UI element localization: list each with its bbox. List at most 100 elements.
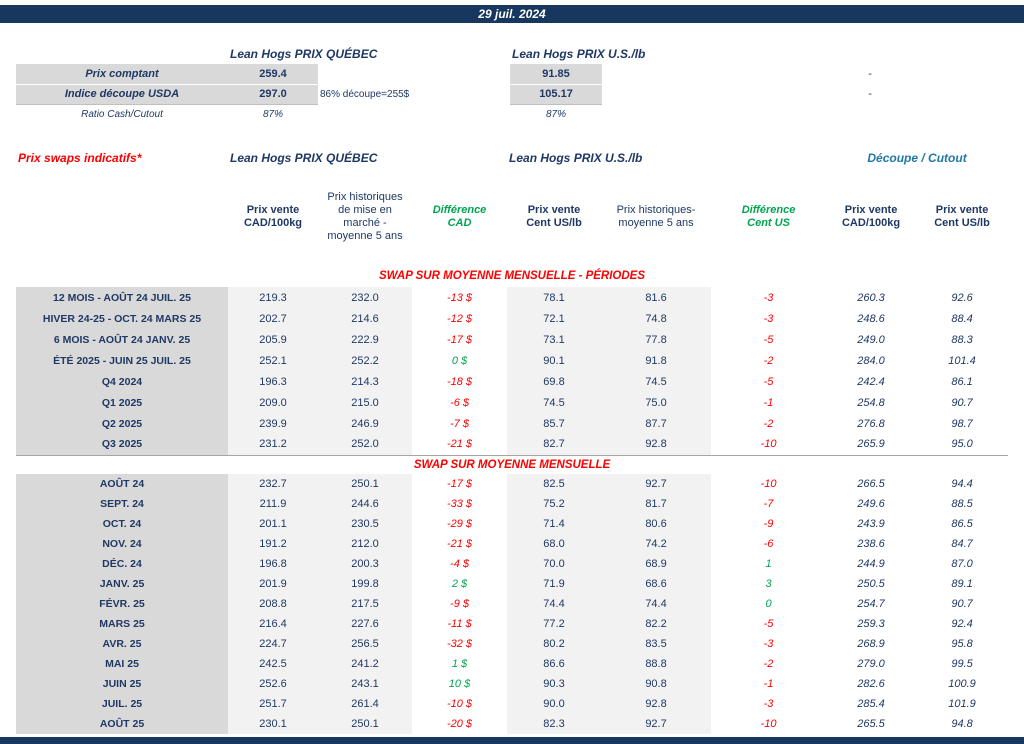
cell-qc-sell: 230.1 <box>228 714 318 734</box>
cell-us-hist: 74.2 <box>601 534 712 554</box>
swaps-table: Prix swaps indicatifs* Lean Hogs PRIX QU… <box>16 147 1009 734</box>
table-row: SEPT. 24 211.9 244.6 -33 $ 75.2 81.7 -7 249.6 88… <box>16 494 1008 514</box>
cell-qc-sell: 251.7 <box>228 694 318 714</box>
cell-diff-us: -5 <box>763 618 774 630</box>
row-label: OCT. 24 <box>16 514 228 534</box>
cell-qc-sell: 205.9 <box>228 329 318 350</box>
cell-qc-hist: 215.0 <box>318 392 413 413</box>
cell-qc-sell: 252.1 <box>228 350 318 371</box>
cell-cut-cad: 268.9 <box>857 638 885 650</box>
cell-qc-hist: 241.2 <box>318 654 413 674</box>
cell-qc-sell: 202.7 <box>228 308 318 329</box>
cell-diff-us: -3 <box>763 291 774 304</box>
col-header-cut-us: Prix vente Cent US/lb <box>934 204 990 229</box>
cell-diff-us: -10 <box>760 478 777 490</box>
cell-diff-us: 1 <box>765 558 772 570</box>
cell-us-hist: 87.7 <box>601 413 712 434</box>
cell-us-sell: 82.7 <box>507 434 602 455</box>
cell-us-value: 91.85 <box>510 64 603 85</box>
cell-diff-cad: -17 $ <box>446 478 473 490</box>
table-row: Indice découpe USDA 297.0 86% découpe=25… <box>16 84 1008 105</box>
section-header: SWAP SUR MOYENNE MENSUELLE - PÉRIODES <box>379 270 646 282</box>
bottom-banner <box>0 737 1024 744</box>
cell-cut-us: 101.9 <box>948 698 976 710</box>
cell-qc-sell: 211.9 <box>228 494 318 514</box>
cell-diff-cad: -21 $ <box>446 438 473 451</box>
col-header-cut-cad: Prix vente CAD/100kg <box>841 204 901 229</box>
cell-cut-us: 99.5 <box>951 658 973 670</box>
cell-us-sell: 74.5 <box>507 392 602 413</box>
cell-cut-cad: 265.9 <box>857 438 885 451</box>
cell-us-hist: 74.5 <box>601 371 712 392</box>
cell-qc-hist: 246.9 <box>318 413 413 434</box>
cell-cut-cad: 250.5 <box>857 578 885 590</box>
cell-diff-cad: -20 $ <box>446 718 473 730</box>
cell-dash: - <box>868 68 872 80</box>
cell-cut-cad: 248.6 <box>857 312 885 325</box>
table-row: NOV. 24 191.2 212.0 -21 $ 68.0 74.2 -6 238.6 84.… <box>16 534 1008 554</box>
cell-us-hist: 92.8 <box>601 694 712 714</box>
spacer-cell <box>16 169 228 265</box>
section-header-row: SWAP SUR MOYENNE MENSUELLE <box>16 454 1009 474</box>
cell-diff-cad: -13 $ <box>446 291 473 304</box>
cell-diff-us: -2 <box>763 658 774 670</box>
cell-qc-value: 259.4 <box>228 64 318 85</box>
cell-note <box>318 104 510 124</box>
table-row: AVR. 25 224.7 256.5 -32 $ 80.2 83.5 -3 268.9 95.… <box>16 634 1008 654</box>
cell-us-sell: 69.8 <box>507 371 602 392</box>
col-header-qc-hist: Prix historiques de mise en marché - moy… <box>327 191 403 242</box>
cell-cut-cad: 244.9 <box>857 558 885 570</box>
row-label: AOÛT 25 <box>16 714 228 734</box>
cell-qc-sell: 196.3 <box>228 371 318 392</box>
spot-quebec-title: Lean Hogs PRIX QUÉBEC <box>230 47 378 61</box>
table-row: 12 MOIS - AOÛT 24 JUIL. 25 219.3 232.0 -13 … <box>16 287 1008 308</box>
row-label: DÉC. 24 <box>16 554 228 574</box>
cell-us-sell: 82.5 <box>507 474 602 494</box>
cell-diff-us: -3 <box>763 698 774 710</box>
cell-qc-hist: 212.0 <box>318 534 413 554</box>
section-header: SWAP SUR MOYENNE MENSUELLE <box>16 454 1009 474</box>
row-label: JUIL. 25 <box>16 694 228 714</box>
cell-qc-value: 87% <box>262 108 283 120</box>
spot-titles-row: Lean Hogs PRIX QUÉBEC Lean Hogs PRIX U.S… <box>16 44 1008 64</box>
cell-qc-sell: 242.5 <box>228 654 318 674</box>
cell-qc-hist: 250.1 <box>318 714 413 734</box>
row-label: 6 MOIS - AOÛT 24 JANV. 25 <box>16 329 228 350</box>
cell-us-hist: 74.4 <box>601 594 712 614</box>
cell-qc-sell: 252.6 <box>228 674 318 694</box>
cell-cut-cad: 249.0 <box>857 333 885 346</box>
cell-qc-sell: 201.9 <box>228 574 318 594</box>
cell-diff-cad: -10 $ <box>446 698 473 710</box>
cell-diff-cad: -32 $ <box>446 638 473 650</box>
cell-diff-us: -10 <box>760 438 777 451</box>
cell-cut-us: 86.5 <box>951 518 973 530</box>
cell-diff-cad: -17 $ <box>446 333 473 346</box>
cell-diff-us: -5 <box>763 375 774 388</box>
cell-cut-cad: 238.6 <box>857 538 885 550</box>
row-label: Q4 2024 <box>16 371 228 392</box>
row-label: Q1 2025 <box>16 392 228 413</box>
table-row: Q2 2025 239.9 246.9 -7 $ 85.7 87.7 -2 276.8 98.7 <box>16 413 1008 434</box>
cell-cut-us: 95.0 <box>951 438 973 451</box>
col-header-diff-cad: Différence CAD <box>432 204 487 229</box>
cell-diff-us: -3 <box>763 638 774 650</box>
table-row: DÉC. 24 196.8 200.3 -4 $ 70.0 68.9 1 244.9 87.0 <box>16 554 1008 574</box>
cell-diff-cad: -7 $ <box>450 417 469 430</box>
cell-us-hist: 81.6 <box>601 287 712 308</box>
cell-qc-sell: 232.7 <box>228 474 318 494</box>
cell-qc-hist: 252.0 <box>318 434 413 455</box>
table-row: FÉVR. 25 208.8 217.5 -9 $ 74.4 74.4 0 254.7 90.7 <box>16 594 1008 614</box>
spacer-cell <box>602 84 732 104</box>
cell-qc-hist: 214.3 <box>318 371 413 392</box>
col-header-us-hist: Prix historiques- moyenne 5 ans <box>616 204 696 229</box>
cell-diff-cad: -21 $ <box>446 538 473 550</box>
cell-dash: - <box>868 88 872 100</box>
cell-us-hist: 83.5 <box>601 634 712 654</box>
spot-us-title: Lean Hogs PRIX U.S./lb <box>512 47 646 61</box>
cell-cut-us: 88.3 <box>951 333 973 346</box>
cell-qc-sell: 201.1 <box>228 514 318 534</box>
cell-cut-us: 94.4 <box>951 478 973 490</box>
cell-diff-us: -9 <box>763 518 774 530</box>
cell-qc-sell: 216.4 <box>228 614 318 634</box>
cell-diff-us: 3 <box>765 578 772 590</box>
